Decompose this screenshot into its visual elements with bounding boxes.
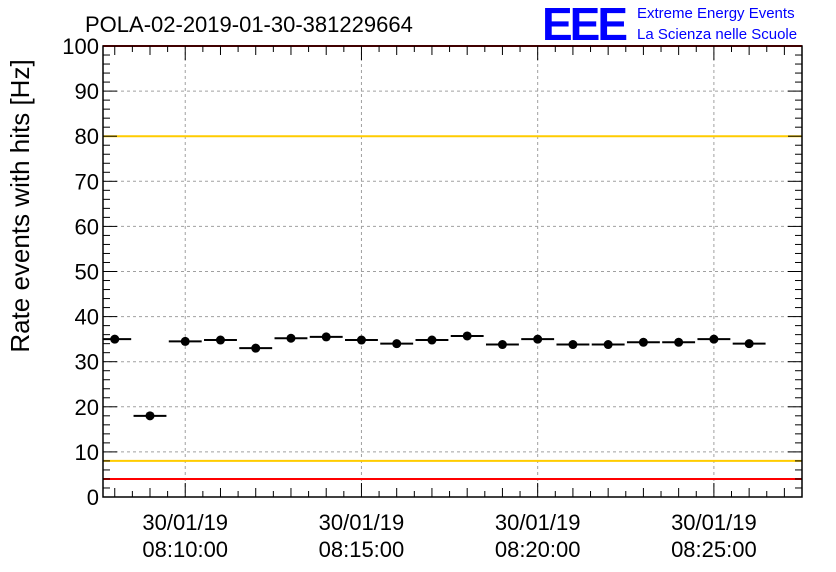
data-point: [662, 337, 696, 347]
data-point-marker: [110, 334, 120, 344]
data-point-marker: [462, 331, 472, 341]
reference-lines: [103, 45, 802, 480]
data-point: [168, 336, 202, 346]
data-point: [309, 332, 343, 342]
data-point: [450, 331, 484, 341]
x-tick-label-time: 08:20:00: [495, 537, 581, 562]
y-tick-label: 80: [75, 124, 99, 149]
data-point: [485, 340, 519, 350]
data-point: [591, 340, 625, 350]
data-point: [204, 335, 237, 345]
y-tick-labels: 0 10 20 30 40 50 60 70 80 90 100: [62, 34, 99, 510]
y-tick-label: 60: [75, 214, 99, 239]
y-tick-label: 0: [87, 485, 99, 510]
data-point: [697, 334, 731, 344]
x-tick-label-date: 30/01/19: [495, 510, 581, 535]
data-point-marker: [321, 332, 331, 342]
data-point: [626, 337, 660, 347]
y-axis-title: Rate events with hits [Hz]: [5, 59, 35, 352]
data-point: [345, 335, 378, 345]
data-point-marker: [392, 339, 402, 349]
data-point-marker: [180, 336, 190, 346]
x-tick-label-time: 08:25:00: [671, 537, 757, 562]
y-tick-label: 100: [62, 34, 99, 59]
x-tick-label-date: 30/01/19: [319, 510, 405, 535]
data-point: [133, 411, 167, 421]
y-tick-label: 70: [75, 169, 99, 194]
x-tick-label-date: 30/01/19: [671, 510, 757, 535]
data-point: [556, 340, 590, 350]
eee-logo: EEE Extreme Energy Events La Scienza nel…: [542, 0, 797, 50]
data-points: [103, 331, 766, 421]
axes: [102, 45, 803, 498]
y-tick-label: 90: [75, 79, 99, 104]
data-point-marker: [568, 340, 578, 350]
data-point: [732, 339, 766, 349]
data-point-marker: [744, 339, 754, 349]
y-tick-label: 10: [75, 440, 99, 465]
data-point: [521, 334, 555, 344]
data-point-marker: [427, 335, 437, 345]
data-point: [415, 335, 449, 345]
x-tick-label-time: 08:15:00: [319, 537, 405, 562]
data-point-marker: [533, 334, 543, 344]
data-point-marker: [145, 411, 155, 421]
x-tick-label-time: 08:10:00: [142, 537, 228, 562]
data-point-marker: [286, 333, 296, 343]
logo-mark: EEE: [542, 0, 626, 50]
data-point-marker: [356, 335, 366, 345]
data-point-marker: [709, 334, 719, 344]
y-tick-label: 20: [75, 395, 99, 420]
data-point: [380, 339, 414, 349]
x-tick-label-date: 30/01/19: [142, 510, 228, 535]
data-point: [103, 334, 132, 344]
x-tick-labels: 30/01/1908:10:0030/01/1908:15:0030/01/19…: [142, 510, 756, 562]
data-point-marker: [215, 335, 225, 345]
chart-title: POLA-02-2019-01-30-381229664: [85, 12, 413, 37]
data-point: [239, 343, 273, 353]
data-point-marker: [497, 340, 507, 350]
y-tick-label: 30: [75, 350, 99, 375]
data-point-marker: [251, 343, 261, 353]
data-point: [274, 333, 308, 343]
logo-line2: La Scienza nelle Scuole: [637, 26, 797, 43]
data-point-marker: [638, 337, 648, 347]
grid: [103, 46, 802, 497]
logo-line1: Extreme Energy Events: [637, 5, 795, 22]
data-point-marker: [674, 337, 684, 347]
y-tick-label: 40: [75, 305, 99, 330]
y-tick-label: 50: [75, 260, 99, 285]
data-point-marker: [603, 340, 613, 350]
